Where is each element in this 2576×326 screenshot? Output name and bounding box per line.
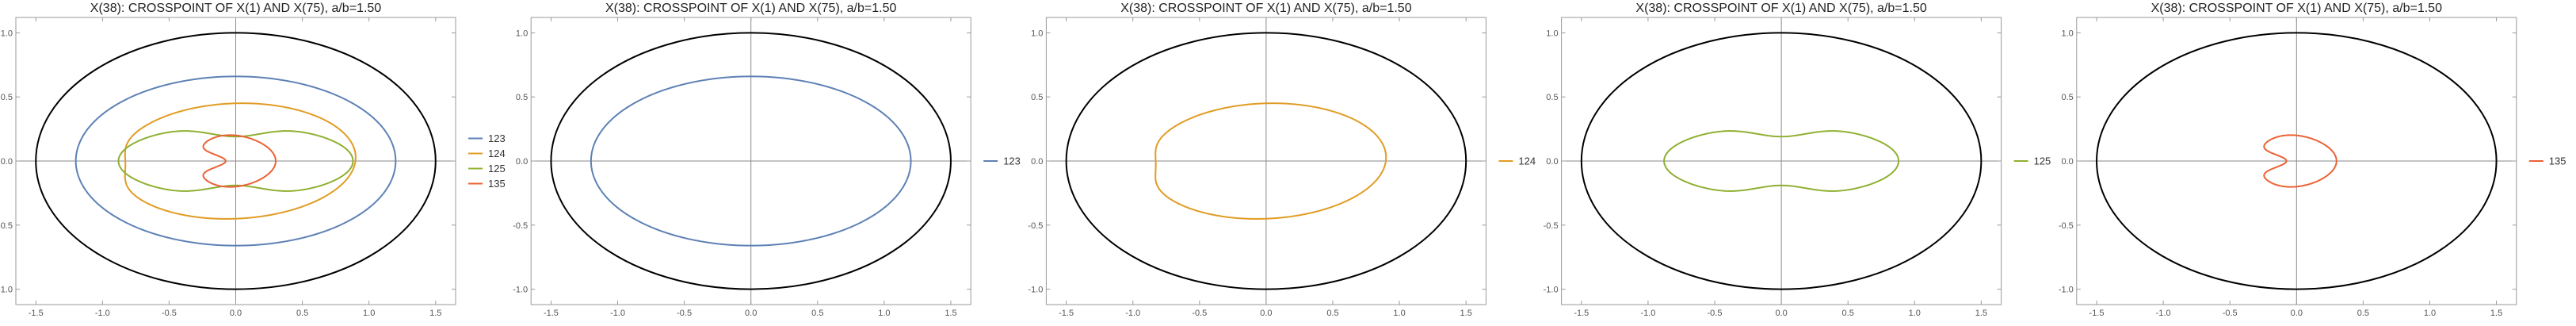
- x-tick-label: -1.0: [1125, 309, 1140, 318]
- legend-label: 123: [1003, 155, 1021, 167]
- y-tick-label: -1.0: [1028, 286, 1043, 295]
- x-tick-label: -0.5: [1192, 309, 1207, 318]
- boundary-ellipse: [2096, 32, 2498, 290]
- legend: 135: [2528, 155, 2566, 167]
- chart-panel-4: X(38): CROSSPOINT OF X(1) AND X(75), a/b…: [1544, 2, 2051, 318]
- x-tick-label: -0.5: [2223, 309, 2238, 318]
- y-tick-label: 1.0: [516, 29, 528, 38]
- y-tick-label: -0.5: [1028, 221, 1043, 231]
- series-curve-135: [2263, 134, 2337, 188]
- x-tick-label: 1.0: [363, 309, 375, 318]
- x-tick-label: -0.5: [162, 309, 177, 318]
- x-tick-label: 1.0: [1909, 309, 1921, 318]
- series-curve-124: [124, 102, 357, 220]
- chart-title: X(38): CROSSPOINT OF X(1) AND X(75), a/b…: [2151, 2, 2442, 15]
- y-tick-label: 0.5: [516, 93, 528, 102]
- y-tick-label: 0.5: [1031, 93, 1043, 102]
- chart-title: X(38): CROSSPOINT OF X(1) AND X(75), a/b…: [605, 2, 896, 15]
- x-tick-label: -1.0: [1640, 309, 1655, 318]
- series-curve-123: [590, 75, 912, 247]
- x-tick-label: -1.5: [2089, 309, 2105, 318]
- x-tick-label: 0.5: [296, 309, 308, 318]
- y-tick-label: -1.0: [2059, 286, 2074, 295]
- legend: 124: [1498, 155, 1536, 167]
- y-tick-label: 0.0: [2062, 157, 2074, 167]
- y-tick-label: 1.0: [1031, 29, 1043, 38]
- x-tick-label: 1.5: [1975, 309, 1987, 318]
- x-tick-label: 1.0: [2424, 309, 2436, 318]
- boundary-ellipse: [1065, 32, 1467, 290]
- y-tick-label: 1.0: [1, 29, 13, 38]
- x-tick-label: 0.0: [2291, 309, 2303, 318]
- series-curve-123: [74, 75, 397, 247]
- chart-title: X(38): CROSSPOINT OF X(1) AND X(75), a/b…: [1120, 2, 1411, 15]
- legend-label: 124: [488, 148, 506, 159]
- y-tick-label: -1.0: [0, 286, 13, 295]
- x-tick-label: 1.5: [1460, 309, 1472, 318]
- series-curve-125: [117, 130, 354, 192]
- y-tick-label: 0.5: [1, 93, 13, 102]
- y-tick-label: 1.0: [2062, 29, 2074, 38]
- y-tick-label: 0.0: [1, 157, 13, 167]
- x-tick-label: 0.5: [1842, 309, 1854, 318]
- x-tick-label: 1.5: [429, 309, 441, 318]
- y-tick-label: 0.5: [1546, 93, 1558, 102]
- chart-panel-1: X(38): CROSSPOINT OF X(1) AND X(75), a/b…: [0, 2, 506, 318]
- x-tick-label: -1.5: [544, 309, 559, 318]
- x-tick-label: -0.5: [677, 309, 692, 318]
- x-tick-label: 0.5: [1326, 309, 1338, 318]
- x-tick-label: 1.0: [878, 309, 890, 318]
- legend-label: 123: [488, 132, 506, 144]
- x-tick-label: 0.0: [1775, 309, 1787, 318]
- x-tick-label: 1.5: [945, 309, 956, 318]
- legend-label: 125: [488, 163, 506, 175]
- legend: 123 124 125 135: [468, 132, 506, 190]
- legend-label: 125: [2034, 155, 2051, 167]
- boundary-ellipse: [550, 32, 952, 290]
- x-tick-label: 0.0: [745, 309, 757, 318]
- chart-panel-5: X(38): CROSSPOINT OF X(1) AND X(75), a/b…: [2059, 2, 2566, 318]
- legend-label: 124: [1518, 155, 1536, 167]
- x-tick-label: 0.0: [1260, 309, 1272, 318]
- y-tick-label: 1.0: [1546, 29, 1558, 38]
- series-curve-135: [202, 134, 277, 188]
- y-tick-label: -1.0: [513, 286, 528, 295]
- boundary-ellipse: [1580, 32, 1983, 290]
- y-tick-label: -0.5: [0, 221, 13, 231]
- y-tick-label: 0.5: [2062, 93, 2074, 102]
- chart-panel-2: X(38): CROSSPOINT OF X(1) AND X(75), a/b…: [513, 2, 1021, 318]
- legend-label: 135: [488, 178, 506, 190]
- chart-title: X(38): CROSSPOINT OF X(1) AND X(75), a/b…: [90, 2, 381, 15]
- chart-panel-3: X(38): CROSSPOINT OF X(1) AND X(75), a/b…: [1028, 2, 1536, 318]
- x-tick-label: -1.0: [610, 309, 625, 318]
- x-tick-label: -1.0: [95, 309, 110, 318]
- series-curve-124: [1154, 102, 1387, 220]
- x-tick-label: 1.0: [1393, 309, 1405, 318]
- x-tick-label: 0.5: [811, 309, 823, 318]
- y-tick-label: -0.5: [2059, 221, 2074, 231]
- y-tick-label: -1.0: [1544, 286, 1559, 295]
- y-tick-label: 0.0: [516, 157, 528, 167]
- legend: 125: [2013, 155, 2051, 167]
- y-tick-label: -0.5: [513, 221, 528, 231]
- x-tick-label: 0.0: [230, 309, 242, 318]
- series-curve-125: [1663, 130, 1900, 192]
- chart-title: X(38): CROSSPOINT OF X(1) AND X(75), a/b…: [1635, 2, 1926, 15]
- x-tick-label: -1.5: [29, 309, 44, 318]
- boundary-ellipse: [35, 32, 437, 290]
- x-tick-label: 1.5: [2490, 309, 2502, 318]
- x-tick-label: -0.5: [1708, 309, 1723, 318]
- legend: 123: [983, 155, 1021, 167]
- x-tick-label: -1.5: [1059, 309, 1074, 318]
- y-tick-label: -0.5: [1544, 221, 1559, 231]
- y-tick-label: 0.0: [1546, 157, 1558, 167]
- x-tick-label: -1.0: [2156, 309, 2171, 318]
- x-tick-label: 0.5: [2357, 309, 2369, 318]
- legend-label: 135: [2549, 155, 2566, 167]
- y-tick-label: 0.0: [1031, 157, 1043, 167]
- x-tick-label: -1.5: [1574, 309, 1589, 318]
